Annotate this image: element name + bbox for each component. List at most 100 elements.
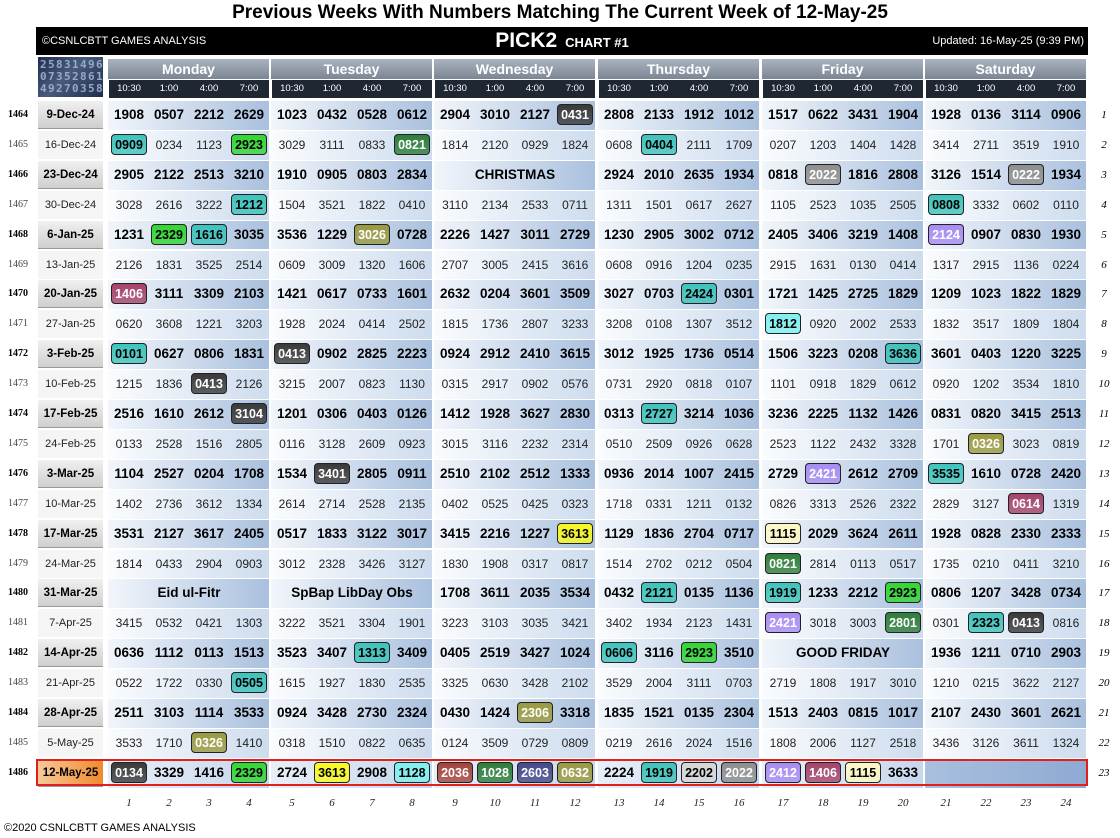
column-number: 11 xyxy=(529,797,541,809)
number-cell: 0632 xyxy=(555,759,595,787)
row-index: 18 xyxy=(1098,617,1110,630)
number-cell: 1812 xyxy=(763,310,803,338)
day-group-background xyxy=(271,429,432,459)
logo-digit: 7 xyxy=(64,82,71,95)
day-group-background xyxy=(925,579,1086,609)
number-cell: 0507 xyxy=(153,107,185,122)
column-number: 18 xyxy=(817,797,829,809)
number-cell: 3414 xyxy=(932,137,960,152)
number-cell: 0301 xyxy=(932,616,960,631)
number-cell: 3601 xyxy=(930,346,962,362)
number-cell: 0821 xyxy=(392,131,432,159)
number-cell: 3325 xyxy=(441,676,469,691)
number-cell: 1513 xyxy=(767,705,799,720)
day-group-background xyxy=(925,101,1086,130)
week-date: 16-Dec-24 xyxy=(38,130,103,159)
number-cell: 0212 xyxy=(685,556,713,571)
number-cell: 0617 xyxy=(316,286,348,302)
number-cell: 1426 xyxy=(887,406,919,421)
number-cell: 3126 xyxy=(930,166,962,182)
number-cell: 2903 xyxy=(1050,645,1082,661)
number-cell: 0410 xyxy=(398,197,426,212)
number-cell: 1007 xyxy=(683,465,715,481)
number-cell: 2808 xyxy=(603,107,635,122)
week-date: 10-Mar-25 xyxy=(38,489,103,518)
logo-digit: 9 xyxy=(48,82,55,95)
number-cell: 1115 xyxy=(763,520,803,548)
number-cell: 2123 xyxy=(685,616,713,631)
number-cell: 3011 xyxy=(520,226,550,242)
matched-number-badge: 1212 xyxy=(231,193,267,215)
number-cell: 3534 xyxy=(559,585,591,601)
row-number: 1472 xyxy=(8,348,28,360)
number-cell: 2324 xyxy=(396,705,428,720)
number-cell: 0315 xyxy=(441,377,469,392)
day-group-background xyxy=(598,609,759,639)
number-cell: 1917 xyxy=(849,676,877,691)
number-cell: 2905 xyxy=(113,166,145,182)
number-cell: 2006 xyxy=(809,735,837,750)
day-group-background xyxy=(271,579,432,609)
number-cell: 3428 xyxy=(1010,585,1042,601)
day-header-thursday: Thursday xyxy=(598,59,759,79)
matched-number-badge: 1812 xyxy=(765,313,801,335)
day-group-background xyxy=(271,250,432,280)
number-cell: 0132 xyxy=(725,496,753,511)
number-cell: 0234 xyxy=(155,137,183,152)
number-cell: 0902 xyxy=(521,377,549,392)
row-number: 1481 xyxy=(8,617,28,629)
number-cell: 1919 xyxy=(639,759,679,787)
number-cell: 0729 xyxy=(521,735,549,750)
day-group-background xyxy=(598,549,759,579)
number-cell: 3533 xyxy=(233,705,265,720)
number-cell: 3517 xyxy=(972,317,1000,332)
number-cell: 0911 xyxy=(397,465,427,481)
number-cell: 2912 xyxy=(479,346,511,362)
number-cell: 1822 xyxy=(358,197,386,212)
number-cell: 1934 xyxy=(1050,166,1082,182)
number-cell: 0207 xyxy=(769,137,797,152)
number-cell: 0330 xyxy=(195,676,223,691)
row-number: 1473 xyxy=(8,378,28,390)
number-cell: 3633 xyxy=(887,764,919,780)
day-group-background xyxy=(762,400,923,429)
number-cell: 0822 xyxy=(358,735,386,750)
number-cell: 2707 xyxy=(441,257,469,272)
number-cell: 1317 xyxy=(932,257,960,272)
number-cell: 2226 xyxy=(439,226,471,242)
day-group-background xyxy=(271,669,432,698)
number-cell: 1412 xyxy=(439,406,471,421)
column-number: 17 xyxy=(777,797,789,809)
number-cell: 1132 xyxy=(848,406,878,421)
number-cell: 2103 xyxy=(233,286,265,302)
number-cell: 2513 xyxy=(193,166,225,182)
day-group-background xyxy=(598,160,759,190)
number-cell: 2519 xyxy=(479,645,511,661)
number-cell: 0612 xyxy=(396,107,428,122)
day-group-background xyxy=(108,101,269,130)
time-header: 7:00 xyxy=(392,80,432,98)
number-cell: 0403 xyxy=(356,406,388,421)
number-cell: 0630 xyxy=(481,676,509,691)
number-cell: 2513 xyxy=(1050,406,1082,421)
number-cell: 1709 xyxy=(725,137,753,152)
row-number: 1464 xyxy=(8,109,28,120)
number-cell: 2535 xyxy=(398,676,426,691)
week-date: 12-May-25 xyxy=(38,758,103,787)
day-group-background xyxy=(598,669,759,698)
matched-number-badge: 0222 xyxy=(1008,163,1044,185)
number-cell: 2510 xyxy=(439,465,471,481)
week-date: 3-Feb-25 xyxy=(38,340,103,369)
number-cell: 0411 xyxy=(1013,556,1039,571)
number-cell: 0133 xyxy=(115,436,143,451)
number-cell: 2036 xyxy=(435,759,475,787)
column-number: 8 xyxy=(409,797,415,809)
number-cell: 1023 xyxy=(970,286,1002,302)
number-cell: 1514 xyxy=(970,166,1002,182)
time-header: 1:00 xyxy=(475,80,515,98)
number-cell: 1501 xyxy=(645,197,673,212)
number-cell: 3111 xyxy=(686,676,712,691)
number-cell: 1631 xyxy=(809,257,837,272)
logo-digit: 7 xyxy=(48,70,55,83)
number-cell: 2612 xyxy=(847,465,879,481)
